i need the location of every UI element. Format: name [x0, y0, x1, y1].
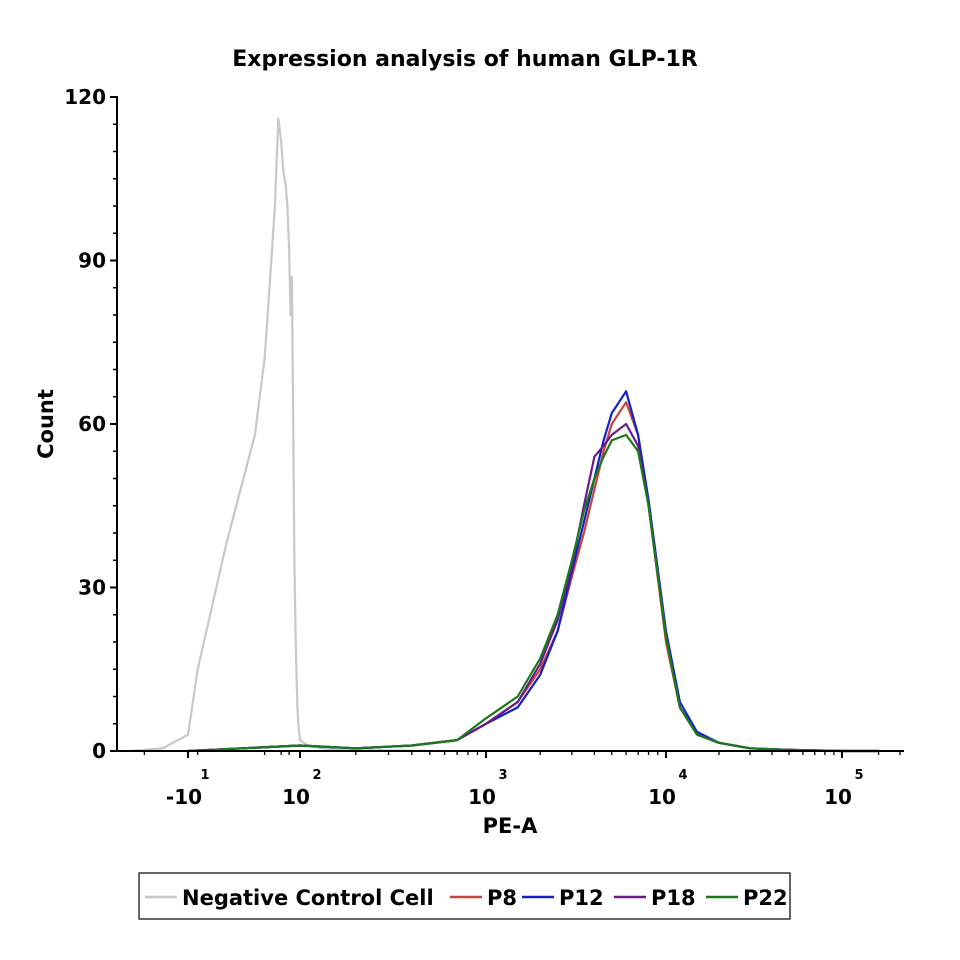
x-tick-label: 10: [468, 785, 496, 809]
y-tick-label: 0: [92, 739, 106, 763]
y-ticks: 0 30 60 90 120: [64, 85, 117, 763]
legend-label: P8: [487, 886, 517, 910]
series-line-5: [187, 433, 879, 753]
legend-label: Negative Control Cell: [182, 886, 434, 910]
series-line-2: [187, 401, 879, 753]
series-line-3: [187, 390, 879, 753]
y-tick-label: 60: [78, 412, 106, 436]
legend: Negative Control Cell P8 P12 P18 P22: [138, 872, 791, 920]
legend-label: P18: [651, 886, 696, 910]
x-tick-exponent: 3: [498, 768, 507, 783]
y-tick-label: 90: [78, 249, 106, 273]
y-tick-label: 30: [78, 576, 106, 600]
chart-title: Expression analysis of human GLP-1R: [232, 47, 698, 72]
x-axis-label: PE-A: [483, 814, 538, 838]
plot-lines: [129, 117, 879, 753]
x-tick-label: 10: [282, 785, 310, 809]
x-tick-label: 10: [824, 785, 852, 809]
x-tick-exponent: 5: [854, 768, 863, 783]
y-tick-label: 120: [64, 85, 106, 109]
y-axis-label: Count: [34, 389, 58, 459]
x-tick-label: 10: [648, 785, 676, 809]
x-tick-exponent: 2: [312, 768, 321, 783]
series-line-4: [187, 422, 879, 753]
series-line-1: [129, 117, 430, 753]
x-tick-exponent: 1: [200, 768, 209, 783]
x-tick-label: -10: [166, 785, 202, 809]
legend-label: P12: [559, 886, 604, 910]
legend-label: P22: [743, 886, 788, 910]
x-tick-exponent: 4: [678, 768, 687, 783]
